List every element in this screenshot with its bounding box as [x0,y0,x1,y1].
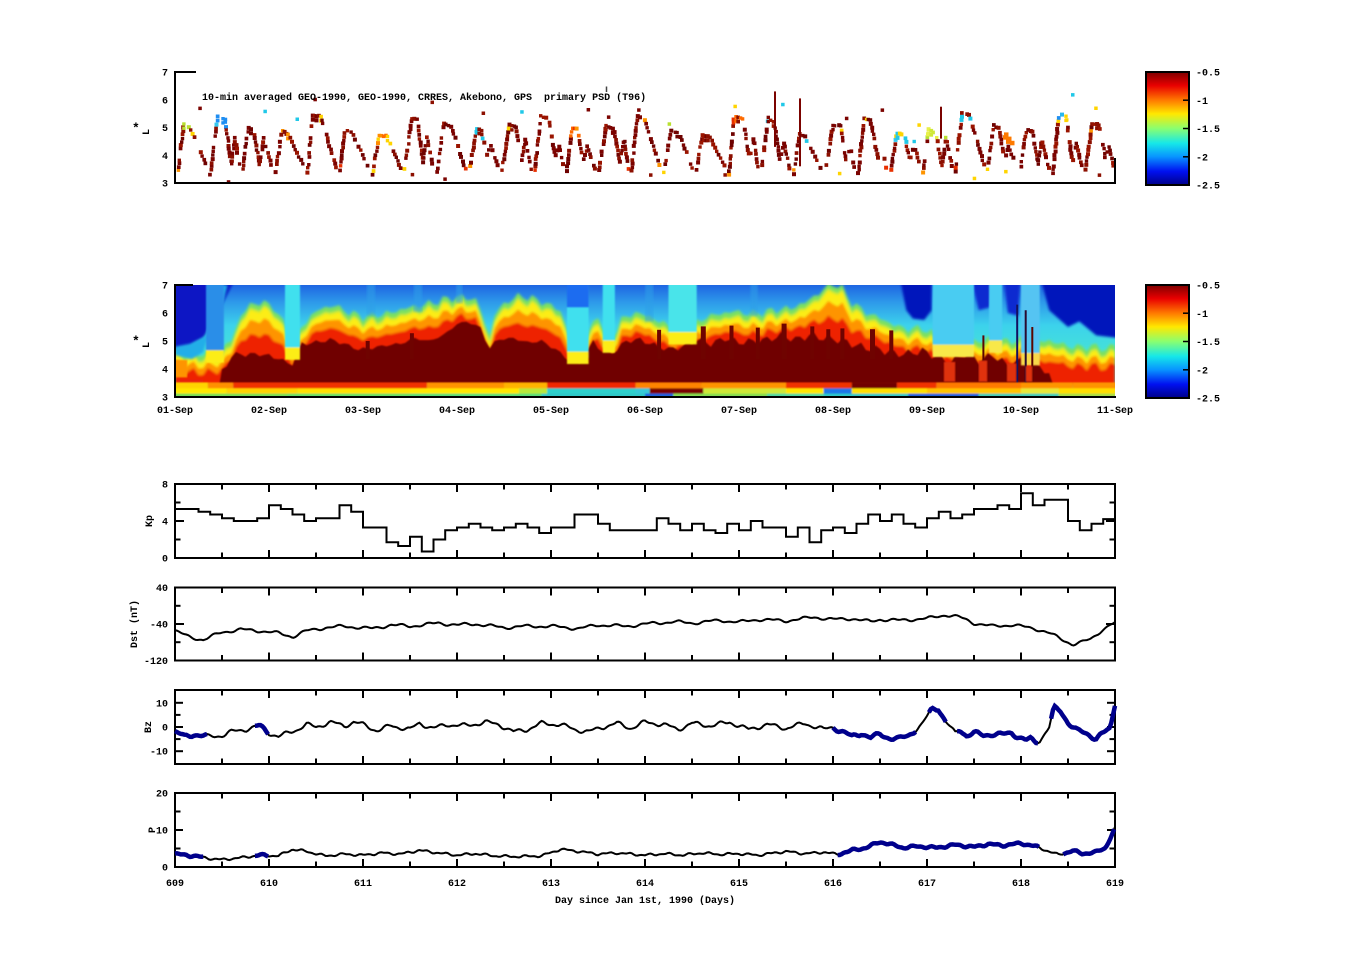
svg-text:-1.5: -1.5 [1196,338,1220,349]
svg-text:614: 614 [636,879,654,890]
svg-text:L: L [142,129,153,135]
svg-text:3: 3 [162,180,168,191]
svg-text:06-Sep: 06-Sep [627,406,663,417]
svg-text:01-Sep: 01-Sep [157,406,193,417]
svg-text:11-Sep: 11-Sep [1097,406,1133,417]
svg-text:618: 618 [1012,879,1030,890]
svg-text:613: 613 [542,879,560,890]
svg-text:615: 615 [730,879,748,890]
svg-text:-2: -2 [1196,153,1208,164]
svg-text:8: 8 [162,481,168,492]
svg-text:611: 611 [354,879,372,890]
svg-text:7: 7 [162,69,168,80]
svg-text:*: * [132,334,140,349]
svg-text:03-Sep: 03-Sep [345,406,381,417]
svg-text:-0.5: -0.5 [1196,69,1220,80]
svg-text:-0.5: -0.5 [1196,282,1220,293]
svg-text:612: 612 [448,879,466,890]
svg-text:20: 20 [156,790,168,801]
svg-text:7: 7 [162,282,168,293]
svg-text:617: 617 [918,879,936,890]
svg-text:-10: -10 [150,748,168,759]
svg-text:4: 4 [162,518,168,529]
svg-text:02-Sep: 02-Sep [251,406,287,417]
svg-text:-120: -120 [144,657,168,668]
svg-text:0: 0 [162,555,168,566]
svg-text:09-Sep: 09-Sep [909,406,945,417]
svg-text:07-Sep: 07-Sep [721,406,757,417]
svg-text:-1.5: -1.5 [1196,125,1220,136]
svg-text:5: 5 [162,124,168,135]
svg-text:609: 609 [166,879,184,890]
svg-text:05-Sep: 05-Sep [533,406,569,417]
svg-text:0: 0 [162,864,168,875]
svg-text:Kp: Kp [145,515,156,527]
svg-text:40: 40 [156,584,168,595]
svg-text:04-Sep: 04-Sep [439,406,475,417]
svg-text:*: * [132,121,140,136]
svg-text:P: P [148,827,159,833]
svg-text:4: 4 [162,152,168,163]
svg-text:0: 0 [162,724,168,735]
svg-text:-2: -2 [1196,366,1208,377]
svg-text:10-min averaged GEO-1990, GEO-: 10-min averaged GEO-1990, GEO-1990, CRRE… [202,92,646,104]
svg-text:3: 3 [162,394,168,405]
svg-text:-2.5: -2.5 [1196,182,1220,193]
svg-text:619: 619 [1106,879,1124,890]
svg-text:10: 10 [156,827,168,838]
svg-text:5: 5 [162,338,168,349]
svg-text:10-Sep: 10-Sep [1003,406,1039,417]
svg-text:6: 6 [162,96,168,107]
svg-text:-1: -1 [1196,97,1208,108]
svg-text:4: 4 [162,366,168,377]
svg-text:Dst (nT): Dst (nT) [129,600,141,648]
svg-text:-1: -1 [1196,310,1208,321]
svg-text:L: L [142,342,153,348]
svg-text:-40: -40 [150,621,168,632]
svg-text:6: 6 [162,310,168,321]
svg-text:Bz: Bz [144,721,155,733]
svg-text:10: 10 [156,699,168,710]
svg-text:Day since Jan 1st, 1990 (Days): Day since Jan 1st, 1990 (Days) [555,895,735,907]
svg-text:616: 616 [824,879,842,890]
svg-text:610: 610 [260,879,278,890]
svg-text:-2.5: -2.5 [1196,395,1220,406]
svg-text:08-Sep: 08-Sep [815,406,851,417]
